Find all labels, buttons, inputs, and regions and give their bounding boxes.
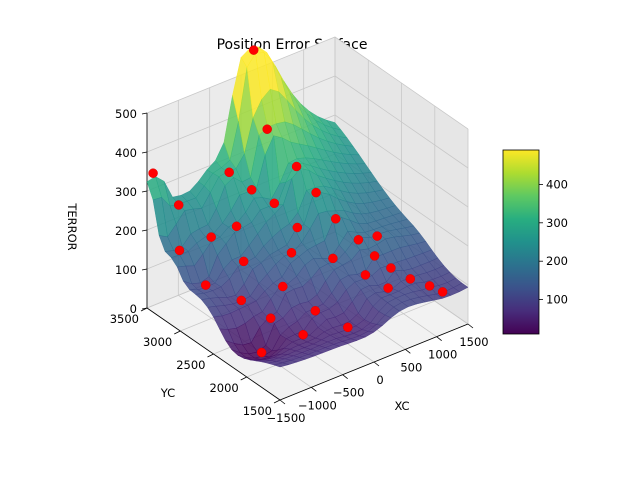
data-point <box>269 198 280 209</box>
x-tick-mark <box>342 374 348 379</box>
x-tick-label: −1000 <box>298 398 337 412</box>
data-point <box>343 322 353 333</box>
data-point <box>256 347 267 358</box>
data-point <box>353 235 364 245</box>
axis-lines <box>140 112 474 405</box>
data-point <box>386 263 396 273</box>
colorbar: 100 200 300 400 <box>502 149 568 335</box>
data-point <box>360 270 371 280</box>
y-tick-label: 3000 <box>143 335 172 349</box>
data-point <box>238 256 249 267</box>
z-tick-label: 400 <box>115 146 137 160</box>
y-tick-mark <box>207 353 214 358</box>
y-tick-label: 2500 <box>176 358 205 372</box>
data-point <box>298 329 308 340</box>
data-point <box>383 283 393 293</box>
data-point <box>265 313 276 323</box>
colorbar-tick-label: 400 <box>546 178 568 192</box>
x-tick-mark <box>405 349 411 354</box>
data-point <box>224 167 234 178</box>
x-tick-label: 500 <box>400 360 422 374</box>
data-point <box>206 232 216 242</box>
colorbar-gradient <box>502 149 540 335</box>
x-axis-label: XC <box>394 399 409 413</box>
x-tick-mark <box>436 336 442 341</box>
y-tick-mark <box>174 330 181 335</box>
x-tick-mark <box>373 361 380 367</box>
data-point <box>328 253 338 264</box>
y-axis-label: YC <box>160 386 175 400</box>
z-gridline <box>146 75 469 169</box>
x-tick-mark <box>467 323 474 329</box>
x-tick-label: −1500 <box>267 411 306 425</box>
y-tick-label: 3500 <box>110 312 139 326</box>
data-point <box>405 274 416 284</box>
z-tick-mark <box>141 268 148 271</box>
colorbar-tick-label: 200 <box>546 254 568 268</box>
z-tick-mark <box>141 151 148 154</box>
data-point <box>292 222 303 233</box>
data-point <box>424 281 435 291</box>
data-point <box>173 200 184 210</box>
data-point <box>330 214 341 224</box>
data-point <box>248 45 259 55</box>
data-points <box>148 45 448 358</box>
data-point <box>174 245 185 256</box>
z-tick-mark <box>141 307 148 310</box>
x-tick-mark <box>311 387 317 392</box>
z-tick-label: 0 <box>130 302 137 316</box>
z-gridline <box>146 114 469 208</box>
y-tick-label: 1500 <box>243 404 272 418</box>
y-tick-label: 2000 <box>209 381 238 395</box>
x-tick-label: 1500 <box>459 335 488 349</box>
data-point <box>310 306 321 316</box>
z-gridline <box>146 36 469 130</box>
z-tick-mark <box>141 112 148 115</box>
data-point <box>278 281 288 292</box>
z-tick-label: 500 <box>115 107 137 121</box>
data-point <box>372 231 382 241</box>
data-point <box>311 187 321 198</box>
data-point <box>291 161 302 172</box>
data-point <box>246 185 257 195</box>
surface-patch <box>453 282 469 292</box>
z-tick-mark <box>141 190 148 193</box>
y-tick-mark <box>240 376 247 381</box>
error-surface <box>146 46 469 368</box>
z-tick-label: 300 <box>115 185 137 199</box>
x-tick-label: 1000 <box>428 348 457 362</box>
data-point <box>369 251 380 261</box>
data-point <box>437 287 448 297</box>
data-point <box>148 168 158 178</box>
z-tick-mark <box>141 229 148 232</box>
data-point <box>200 280 211 290</box>
z-axis-label: TERROR <box>65 202 79 250</box>
y-tick-mark <box>273 399 281 404</box>
data-point <box>231 221 242 232</box>
x-tick-label: 0 <box>376 373 383 387</box>
data-point <box>262 124 272 134</box>
data-point <box>286 248 297 258</box>
z-tick-label: 200 <box>115 224 137 238</box>
x-tick-label: −500 <box>333 386 365 400</box>
colorbar-tick-label: 300 <box>546 216 568 230</box>
colorbar-tick-label: 100 <box>546 293 568 307</box>
data-point <box>236 295 247 306</box>
tick-labels: −1500−1000−50005001000150015002000250030… <box>110 107 489 425</box>
x-tick-mark <box>279 399 286 405</box>
colorbar-ticks: 100 200 300 400 <box>539 178 568 307</box>
z-tick-label: 100 <box>115 263 137 277</box>
